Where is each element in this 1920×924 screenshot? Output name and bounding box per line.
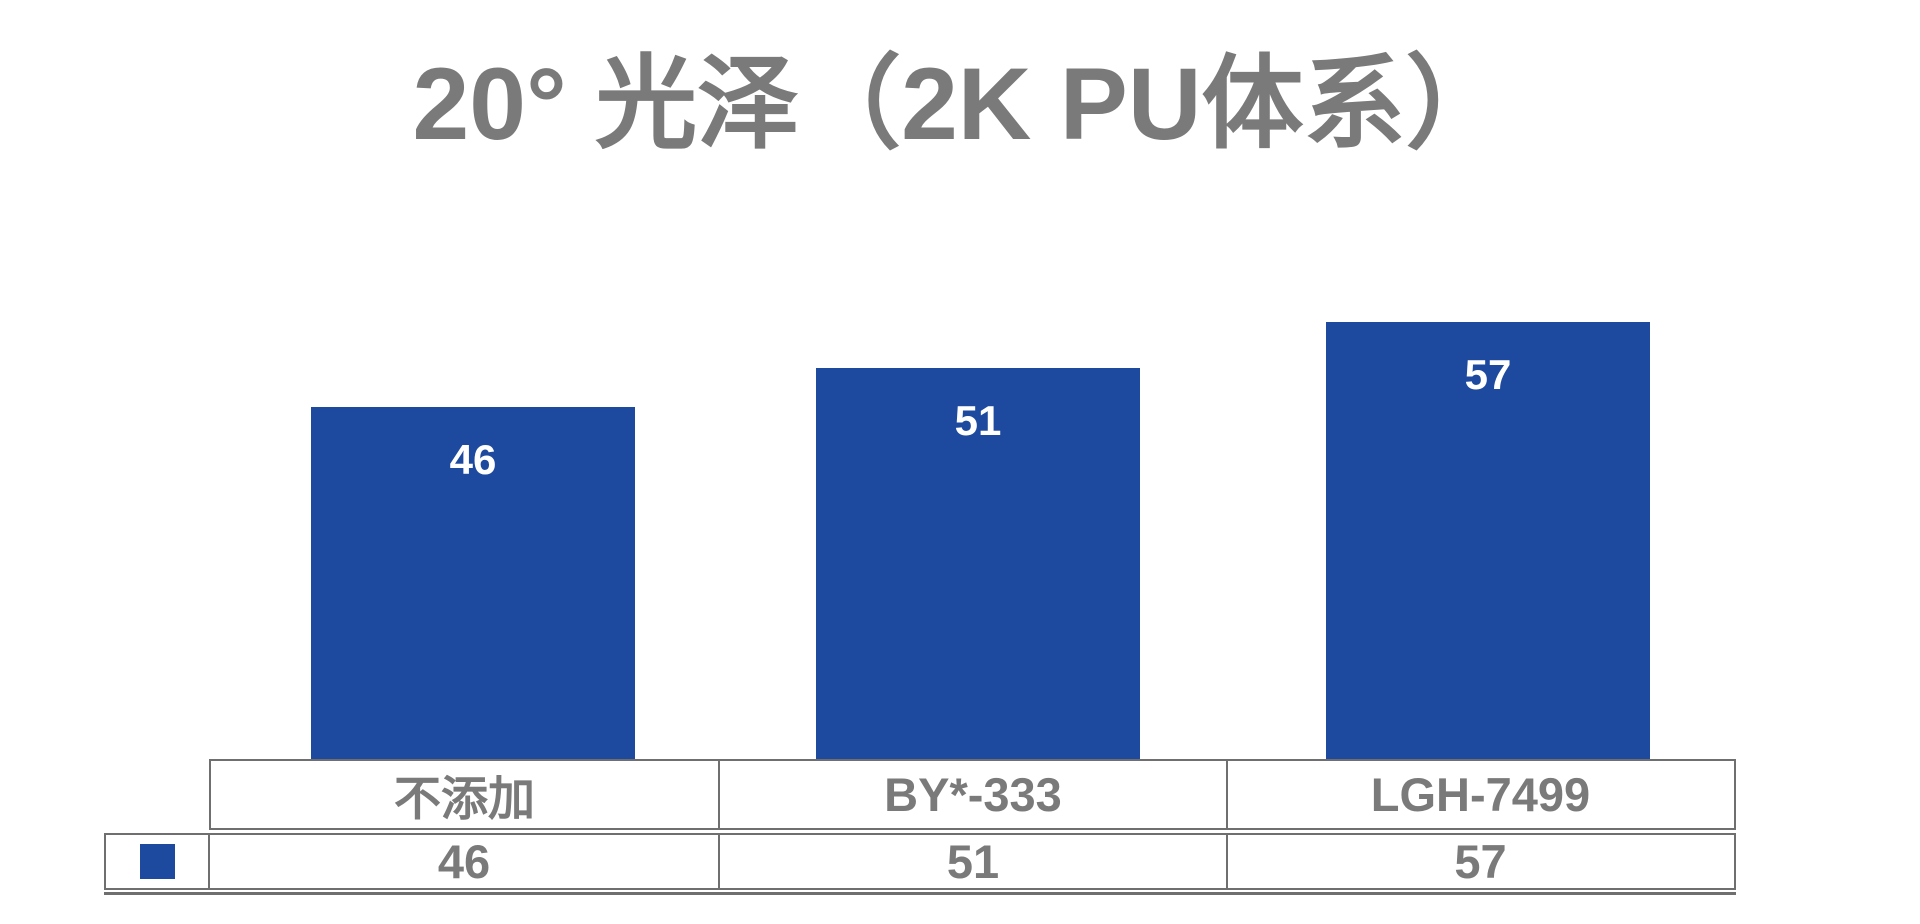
data-table-value-row: 46 51 57 — [104, 833, 1736, 890]
series-legend-swatch-icon — [139, 844, 175, 879]
table-bottom-rule — [104, 892, 1736, 895]
table-value-2: 51 — [718, 835, 1226, 888]
bar-value-label: 57 — [1464, 351, 1512, 398]
bar-category-2: 51 — [816, 368, 1140, 759]
chart-title: 20° 光泽（2K PU体系） — [412, 47, 1508, 161]
table-value-3: 57 — [1226, 835, 1733, 888]
bar-category-3: 57 — [1326, 322, 1650, 759]
bar-value-label: 46 — [449, 436, 497, 483]
table-value-1: 46 — [208, 835, 718, 888]
bar-value-label: 51 — [954, 397, 1002, 444]
legend-cell — [106, 835, 208, 888]
category-label-2: BY*-333 — [718, 761, 1226, 828]
plot-area: 46 51 57 — [311, 322, 1650, 759]
category-label-1: 不添加 — [394, 772, 535, 825]
bar-category-1: 46 — [311, 407, 635, 759]
category-label-3: LGH-7499 — [1226, 761, 1733, 828]
category-header-row: 不添加 BY*-333 LGH-7499 — [209, 759, 1736, 830]
